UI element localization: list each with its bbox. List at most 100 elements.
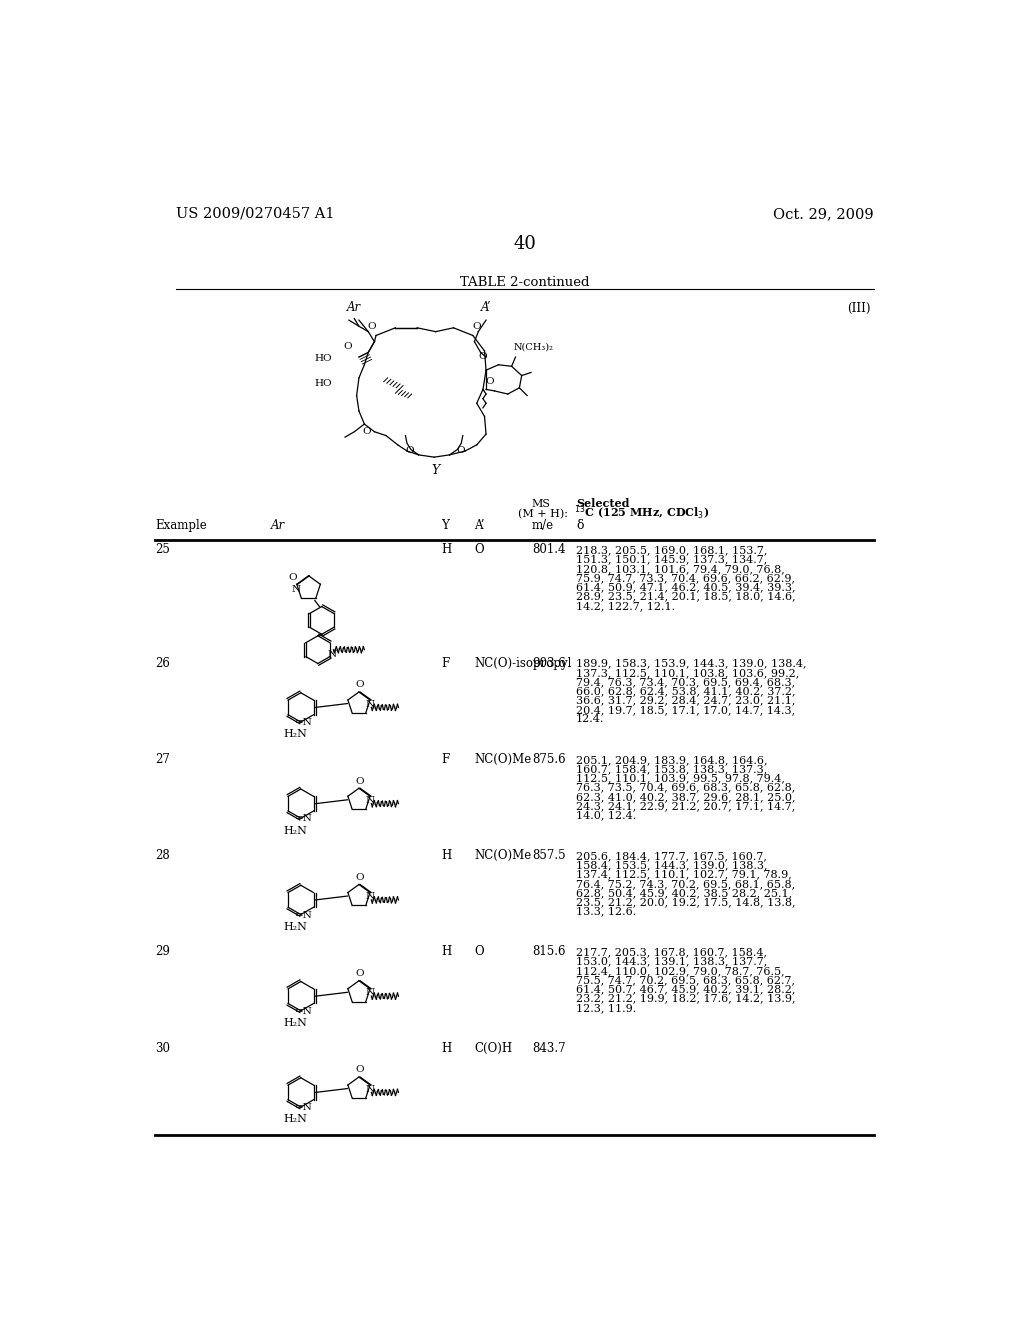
Text: 903.6: 903.6 [531, 656, 565, 669]
Text: 158.4, 153.5, 144.3, 139.0, 138.3,: 158.4, 153.5, 144.3, 139.0, 138.3, [575, 861, 767, 870]
Text: 24.3, 24.1, 22.9, 21.2, 20.7, 17.1, 14.7,: 24.3, 24.1, 22.9, 21.2, 20.7, 17.1, 14.7… [575, 801, 796, 810]
Text: 153.0, 144.3, 139.1, 138.3, 137.7,: 153.0, 144.3, 139.1, 138.3, 137.7, [575, 957, 767, 966]
Text: N: N [366, 989, 375, 998]
Text: H: H [441, 1041, 452, 1055]
Text: TABLE 2-continued: TABLE 2-continued [460, 276, 590, 289]
Text: 61.4, 50.7, 46.7, 45.9, 40.2, 39.1, 28.2,: 61.4, 50.7, 46.7, 45.9, 40.2, 39.1, 28.2… [575, 985, 796, 994]
Text: 40: 40 [513, 235, 537, 253]
Text: N: N [328, 651, 336, 660]
Text: 66.0, 62.8, 62.4, 53.8, 41.1, 40.2, 37.2,: 66.0, 62.8, 62.4, 53.8, 41.1, 40.2, 37.2… [575, 686, 796, 697]
Text: 23.5, 21.2, 20.0, 19.2, 17.5, 14.8, 13.8,: 23.5, 21.2, 20.0, 19.2, 17.5, 14.8, 13.8… [575, 898, 796, 907]
Text: 160.7, 158.4, 153.8, 138.3, 137.3,: 160.7, 158.4, 153.8, 138.3, 137.3, [575, 764, 767, 774]
Text: O: O [355, 873, 364, 882]
Text: US 2009/0270457 A1: US 2009/0270457 A1 [176, 207, 335, 220]
Text: H: H [441, 849, 452, 862]
Text: 75.5, 74.7, 70.2, 69.5, 68.3, 65.8, 62.7,: 75.5, 74.7, 70.2, 69.5, 68.3, 65.8, 62.7… [575, 975, 795, 985]
Text: $^{13}$C (125 MHz, CDCl$_3$): $^{13}$C (125 MHz, CDCl$_3$) [573, 504, 709, 523]
Text: Ar: Ar [271, 519, 286, 532]
Text: H₂N: H₂N [284, 1018, 307, 1028]
Text: 20.4, 19.7, 18.5, 17.1, 17.0, 14.7, 14.3,: 20.4, 19.7, 18.5, 17.1, 17.0, 14.7, 14.3… [575, 705, 795, 715]
Text: =N: =N [295, 911, 312, 920]
Text: O: O [457, 446, 465, 454]
Text: 13.3, 12.6.: 13.3, 12.6. [575, 907, 636, 916]
Text: O: O [355, 1065, 364, 1074]
Text: Selected: Selected [575, 498, 630, 510]
Text: 79.4, 76.3, 73.4, 70.3, 69.5, 69.4, 68.3,: 79.4, 76.3, 73.4, 70.3, 69.5, 69.4, 68.3… [575, 677, 795, 688]
Text: =N: =N [295, 814, 312, 824]
Text: NC(O)Me: NC(O)Me [474, 849, 531, 862]
Text: (III): (III) [847, 302, 870, 314]
Text: 815.6: 815.6 [531, 945, 565, 958]
Text: 12.4.: 12.4. [575, 714, 604, 725]
Text: HO: HO [314, 379, 332, 388]
Text: N: N [366, 796, 375, 805]
Text: 205.1, 204.9, 183.9, 164.8, 164.6,: 205.1, 204.9, 183.9, 164.8, 164.6, [575, 755, 767, 764]
Text: O: O [485, 378, 494, 385]
Text: H₂N: H₂N [284, 730, 307, 739]
Text: δ: δ [575, 519, 584, 532]
Text: O: O [355, 969, 364, 978]
Text: 29: 29 [155, 945, 170, 958]
Text: 857.5: 857.5 [531, 849, 565, 862]
Text: =N: =N [295, 1104, 312, 1113]
Text: Example: Example [155, 519, 207, 532]
Text: N: N [366, 700, 375, 709]
Text: O: O [343, 342, 352, 351]
Text: H: H [441, 544, 452, 557]
Text: 218.3, 205.5, 169.0, 168.1, 153.7,: 218.3, 205.5, 169.0, 168.1, 153.7, [575, 545, 767, 556]
Text: 112.4, 110.0, 102.9, 79.0, 78.7, 76.5,: 112.4, 110.0, 102.9, 79.0, 78.7, 76.5, [575, 966, 784, 975]
Text: =N: =N [295, 1007, 312, 1016]
Text: O: O [406, 446, 414, 454]
Text: 27: 27 [155, 752, 170, 766]
Text: (M + H):: (M + H): [518, 510, 568, 519]
Text: Ar: Ar [346, 301, 360, 314]
Text: 61.4, 50.9, 47.1, 46.2, 40.5, 39.4, 39.3,: 61.4, 50.9, 47.1, 46.2, 40.5, 39.4, 39.3… [575, 582, 796, 593]
Text: 843.7: 843.7 [531, 1041, 565, 1055]
Text: m/e: m/e [531, 519, 554, 532]
Text: =N: =N [295, 718, 312, 727]
Text: N: N [366, 892, 375, 902]
Text: 28: 28 [155, 849, 170, 862]
Text: NC(O)Me: NC(O)Me [474, 752, 531, 766]
Text: F: F [441, 752, 450, 766]
Text: 151.3, 150.1, 145.9, 137.3, 134.7,: 151.3, 150.1, 145.9, 137.3, 134.7, [575, 554, 767, 565]
Text: 14.0, 12.4.: 14.0, 12.4. [575, 810, 636, 820]
Text: O: O [355, 776, 364, 785]
Text: A’: A’ [480, 301, 492, 314]
Text: O: O [362, 428, 372, 436]
Text: 76.4, 75.2, 74.3, 70.2, 69.5, 68.1, 65.8,: 76.4, 75.2, 74.3, 70.2, 69.5, 68.1, 65.8… [575, 879, 795, 888]
Text: 36.6, 31.7, 29.2, 28.4, 24.7, 23.0, 21.1,: 36.6, 31.7, 29.2, 28.4, 24.7, 23.0, 21.1… [575, 696, 796, 706]
Text: H₂N: H₂N [284, 921, 307, 932]
Text: MS: MS [531, 499, 551, 510]
Text: Oct. 29, 2009: Oct. 29, 2009 [773, 207, 873, 220]
Text: O: O [474, 544, 484, 557]
Text: 875.6: 875.6 [531, 752, 565, 766]
Text: H₂N: H₂N [284, 826, 307, 836]
Text: O: O [355, 680, 364, 689]
Text: 112.5, 110.1, 103.9, 99.5, 97.8, 79.4,: 112.5, 110.1, 103.9, 99.5, 97.8, 79.4, [575, 774, 784, 783]
Text: 75.9, 74.7, 73.3, 70.4, 69.6, 66.2, 62.9,: 75.9, 74.7, 73.3, 70.4, 69.6, 66.2, 62.9… [575, 573, 795, 583]
Text: 189.9, 158.3, 153.9, 144.3, 139.0, 138.4,: 189.9, 158.3, 153.9, 144.3, 139.0, 138.4… [575, 659, 807, 669]
Text: 801.4: 801.4 [531, 544, 565, 557]
Text: NC(O)-isopropyl: NC(O)-isopropyl [474, 656, 571, 669]
Text: 28.9, 23.5, 21.4, 20.1, 18.5, 18.0, 14.6,: 28.9, 23.5, 21.4, 20.1, 18.5, 18.0, 14.6… [575, 591, 796, 602]
Text: HO: HO [314, 354, 332, 363]
Text: 205.6, 184.4, 177.7, 167.5, 160.7,: 205.6, 184.4, 177.7, 167.5, 160.7, [575, 851, 767, 861]
Text: Y: Y [432, 465, 440, 477]
Text: 12.3, 11.9.: 12.3, 11.9. [575, 1003, 636, 1012]
Text: 137.3, 112.5, 110.1, 103.8, 103.6, 99.2,: 137.3, 112.5, 110.1, 103.8, 103.6, 99.2, [575, 668, 799, 678]
Text: 120.8, 103.1, 101.6, 79.4, 79.0, 76.8,: 120.8, 103.1, 101.6, 79.4, 79.0, 76.8, [575, 564, 784, 574]
Text: 14.2, 122.7, 12.1.: 14.2, 122.7, 12.1. [575, 601, 675, 611]
Text: 62.3, 41.0, 40.2, 38.7, 29.6, 28.1, 25.0,: 62.3, 41.0, 40.2, 38.7, 29.6, 28.1, 25.0… [575, 792, 796, 801]
Text: Y: Y [441, 519, 449, 532]
Text: 25: 25 [155, 544, 170, 557]
Text: N: N [366, 1085, 375, 1094]
Text: 217.7, 205.3, 167.8, 160.7, 158.4,: 217.7, 205.3, 167.8, 160.7, 158.4, [575, 948, 767, 957]
Text: N(CH₃)₂: N(CH₃)₂ [514, 342, 554, 351]
Text: O: O [478, 351, 487, 360]
Text: A’: A’ [474, 519, 485, 532]
Text: 62.8, 50.4, 45.9, 40.2, 38.5 28.2, 25.1,: 62.8, 50.4, 45.9, 40.2, 38.5 28.2, 25.1, [575, 888, 793, 898]
Text: 30: 30 [155, 1041, 170, 1055]
Text: 76.3, 73.5, 70.4, 69.6, 68.3, 65.8, 62.8,: 76.3, 73.5, 70.4, 69.6, 68.3, 65.8, 62.8… [575, 783, 796, 792]
Text: 137.4, 112.5, 110.1, 102.7, 79.1, 78.9,: 137.4, 112.5, 110.1, 102.7, 79.1, 78.9, [575, 870, 792, 879]
